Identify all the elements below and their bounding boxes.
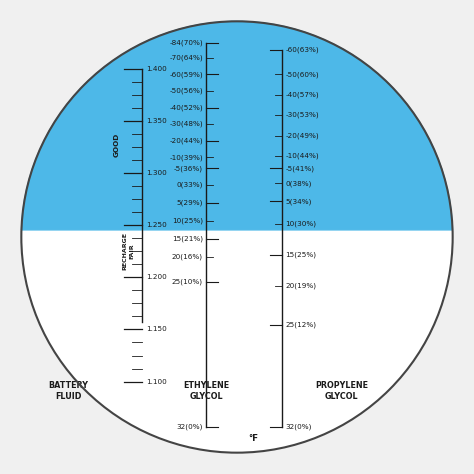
Text: 1.200: 1.200 — [146, 274, 167, 280]
Text: -20(44%): -20(44%) — [169, 137, 203, 144]
Text: BATTERY
FLUID: BATTERY FLUID — [49, 382, 89, 401]
Circle shape — [21, 21, 453, 453]
Polygon shape — [21, 21, 453, 230]
Text: -70(64%): -70(64%) — [169, 55, 203, 61]
Text: -30(53%): -30(53%) — [285, 112, 319, 118]
Text: 25(12%): 25(12%) — [285, 321, 316, 328]
Text: ETHYLENE
GLYCOL: ETHYLENE GLYCOL — [183, 382, 229, 401]
Text: 5(29%): 5(29%) — [176, 200, 203, 206]
Text: -5(41%): -5(41%) — [285, 165, 314, 172]
Text: 32(0%): 32(0%) — [176, 423, 203, 430]
Text: 0(33%): 0(33%) — [176, 182, 203, 188]
Text: -50(60%): -50(60%) — [285, 71, 319, 78]
Text: -10(39%): -10(39%) — [169, 154, 203, 161]
Text: 10(25%): 10(25%) — [172, 218, 203, 224]
Text: 10(30%): 10(30%) — [285, 221, 316, 228]
Text: -10(44%): -10(44%) — [285, 153, 319, 159]
Text: 15(25%): 15(25%) — [285, 252, 316, 258]
Text: 1.150: 1.150 — [146, 327, 167, 332]
Text: 5(34%): 5(34%) — [285, 198, 312, 205]
Text: -60(63%): -60(63%) — [285, 46, 319, 53]
Text: -40(52%): -40(52%) — [169, 104, 203, 111]
Text: 20(16%): 20(16%) — [172, 254, 203, 260]
Text: 1.400: 1.400 — [146, 66, 167, 72]
Text: -30(48%): -30(48%) — [169, 121, 203, 128]
Text: GOOD: GOOD — [113, 132, 119, 157]
Text: -60(59%): -60(59%) — [169, 71, 203, 78]
Text: 1.300: 1.300 — [146, 170, 167, 176]
Text: 1.100: 1.100 — [146, 379, 167, 384]
Text: 25(10%): 25(10%) — [172, 279, 203, 285]
Text: -5(36%): -5(36%) — [174, 165, 203, 172]
Text: 15(21%): 15(21%) — [172, 236, 203, 242]
Text: -20(49%): -20(49%) — [285, 132, 319, 139]
Text: 0(38%): 0(38%) — [285, 180, 312, 187]
Text: 32(0%): 32(0%) — [285, 423, 312, 430]
Text: RECHARGE: RECHARGE — [122, 232, 127, 270]
Text: -40(57%): -40(57%) — [285, 91, 319, 98]
Text: 20(19%): 20(19%) — [285, 283, 316, 289]
Text: -50(56%): -50(56%) — [169, 88, 203, 94]
Text: PROPYLENE
GLYCOL: PROPYLENE GLYCOL — [315, 382, 368, 401]
Text: °F: °F — [248, 434, 259, 443]
Text: 1.250: 1.250 — [146, 222, 167, 228]
Text: FAIR: FAIR — [129, 244, 134, 259]
Text: 1.350: 1.350 — [146, 118, 167, 124]
Text: -84(70%): -84(70%) — [169, 39, 203, 46]
